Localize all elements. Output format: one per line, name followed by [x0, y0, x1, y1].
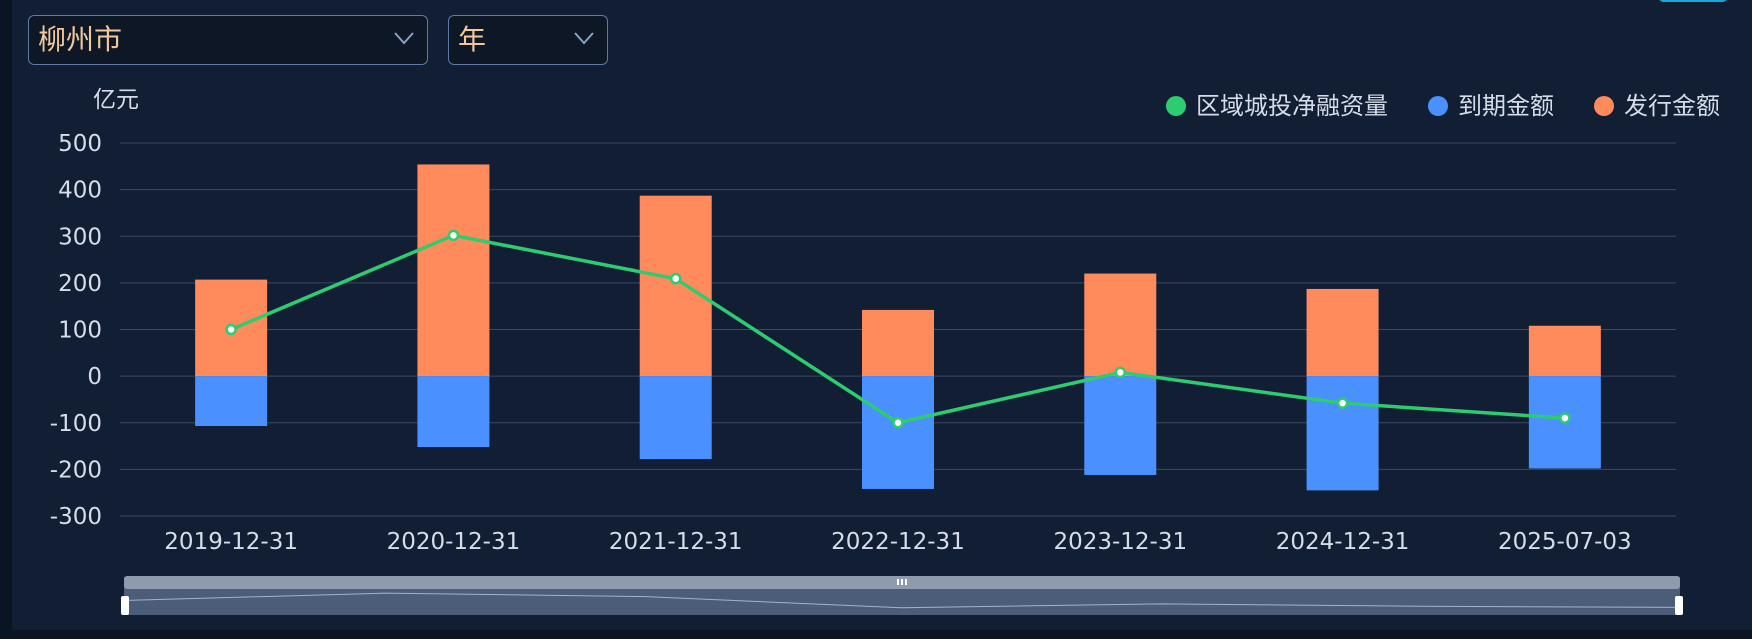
y-tick-label: 500: [58, 131, 102, 157]
y-tick-label: -100: [50, 411, 102, 437]
legend-label: 发行金额: [1624, 92, 1720, 120]
y-tick-label: -300: [50, 504, 102, 530]
legend-item[interactable]: 到期金额: [1428, 92, 1554, 120]
x-tick-label: 2019-12-31: [164, 529, 298, 555]
net-financing-line: [225, 229, 1571, 429]
legend-label: 到期金额: [1458, 92, 1554, 120]
x-tick-label: 2024-12-31: [1276, 529, 1410, 555]
net-financing-point: [892, 417, 904, 429]
y-tick-label: 300: [58, 224, 102, 250]
x-tick-label: 2023-12-31: [1053, 529, 1187, 555]
x-axis: 2019-12-31 2020-12-31 2021-12-31 2022-12-31…: [164, 529, 1631, 555]
maturity-bar: [639, 376, 712, 460]
data-zoom-slider[interactable]: [121, 576, 1683, 615]
y-tick-label: 400: [58, 178, 102, 204]
issuance-bar: [862, 309, 934, 377]
net-financing-point: [225, 323, 237, 336]
period-select[interactable]: 年: [448, 15, 608, 65]
issuance-bar: [639, 195, 712, 377]
legend: 区域城投净融资量 到期金额 发行金额: [1166, 92, 1720, 120]
net-financing-point: [1114, 366, 1127, 379]
top-right-button[interactable]: [1658, 0, 1728, 2]
y-axis: 500 400 300 200 100 0 -100 -200 -300: [50, 131, 102, 530]
zoom-left-handle[interactable]: [121, 596, 129, 615]
legend-label: 区域城投净融资量: [1196, 92, 1388, 120]
legend-marker-icon: [1166, 96, 1186, 116]
issuance-bar: [417, 164, 490, 377]
period-select-value: 年: [458, 23, 487, 56]
zoom-preview-line: [123, 592, 1681, 609]
legend-item[interactable]: 区域城投净融资量: [1166, 92, 1388, 120]
x-tick-label: 2022-12-31: [831, 529, 965, 555]
maturity-bar: [1084, 376, 1157, 475]
bars: [195, 164, 1601, 491]
legend-item[interactable]: 发行金额: [1594, 92, 1720, 120]
issuance-bar: [1306, 288, 1379, 377]
zoom-right-handle[interactable]: [1675, 596, 1683, 615]
maturity-bar: [195, 376, 268, 427]
x-tick-label: 2020-12-31: [387, 529, 521, 555]
maturity-bar: [1306, 376, 1379, 491]
chevron-down-icon: [394, 32, 414, 45]
net-financing-point: [447, 229, 460, 242]
net-financing-point: [1336, 397, 1349, 409]
maturity-bar: [417, 376, 490, 447]
x-tick-label: 2025-07-03: [1498, 529, 1632, 555]
net-financing-point: [1559, 412, 1571, 424]
issuance-bar: [1528, 325, 1601, 377]
y-axis-unit-label: 亿元: [93, 87, 139, 113]
chevron-down-icon: [574, 32, 594, 45]
city-select-value: 柳州市: [38, 23, 123, 56]
issuance-bar: [1084, 273, 1157, 377]
legend-marker-icon: [1594, 96, 1614, 116]
y-tick-label: -200: [50, 457, 102, 483]
city-select[interactable]: 柳州市: [28, 15, 428, 65]
maturity-bar: [862, 376, 934, 489]
zoom-grip-icon[interactable]: [897, 579, 907, 585]
y-tick-label: 200: [58, 271, 102, 297]
x-tick-label: 2021-12-31: [609, 529, 743, 555]
y-tick-label: 100: [58, 318, 102, 344]
y-tick-label: 0: [87, 364, 102, 390]
legend-marker-icon: [1428, 96, 1448, 116]
net-financing-point: [669, 272, 682, 285]
